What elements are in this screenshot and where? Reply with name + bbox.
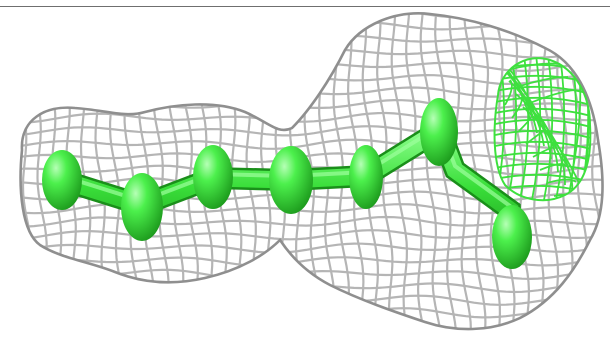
mesh-line (20, 13, 34, 330)
difference-mesh-line (494, 107, 591, 118)
atom (492, 205, 532, 269)
difference-mesh-line (494, 118, 591, 129)
top-frame-line (0, 6, 610, 7)
mesh-line (20, 48, 603, 59)
difference-density-outline (493, 57, 592, 202)
mesh-line (434, 13, 457, 330)
atom (269, 146, 313, 214)
mesh-line (3, 10, 18, 330)
difference-mesh-line (494, 129, 591, 140)
difference-mesh-line (538, 122, 559, 173)
mesh-line (20, 34, 603, 47)
difference-mesh-line (543, 58, 554, 201)
difference-mesh-line (504, 79, 513, 106)
atom (420, 98, 458, 166)
mesh-line (20, 319, 603, 330)
mesh-line (405, 13, 425, 330)
atom (42, 150, 82, 210)
mesh-line (20, 21, 603, 33)
mesh-line (20, 294, 603, 306)
atom (193, 145, 233, 209)
difference-mesh-line (532, 146, 555, 158)
difference-mesh-line (531, 58, 542, 201)
atom (121, 173, 163, 241)
difference-mesh-line (546, 178, 577, 184)
ligand-atoms (42, 98, 532, 269)
difference-mesh-line (519, 58, 530, 201)
mesh-line (20, 13, 603, 20)
difference-mesh-line (555, 58, 566, 201)
difference-mesh-line (494, 151, 591, 162)
mesh-line (493, 13, 516, 330)
difference-mesh-line (515, 93, 569, 167)
mesh-line (477, 13, 502, 330)
mesh-line (20, 268, 603, 281)
mesh-line (463, 13, 487, 330)
mesh-line (390, 13, 409, 330)
difference-mesh-line (494, 140, 591, 151)
mesh-line (419, 13, 442, 330)
difference-mesh-line (507, 58, 518, 201)
atom (349, 145, 383, 209)
difference-mesh-line (494, 96, 591, 107)
